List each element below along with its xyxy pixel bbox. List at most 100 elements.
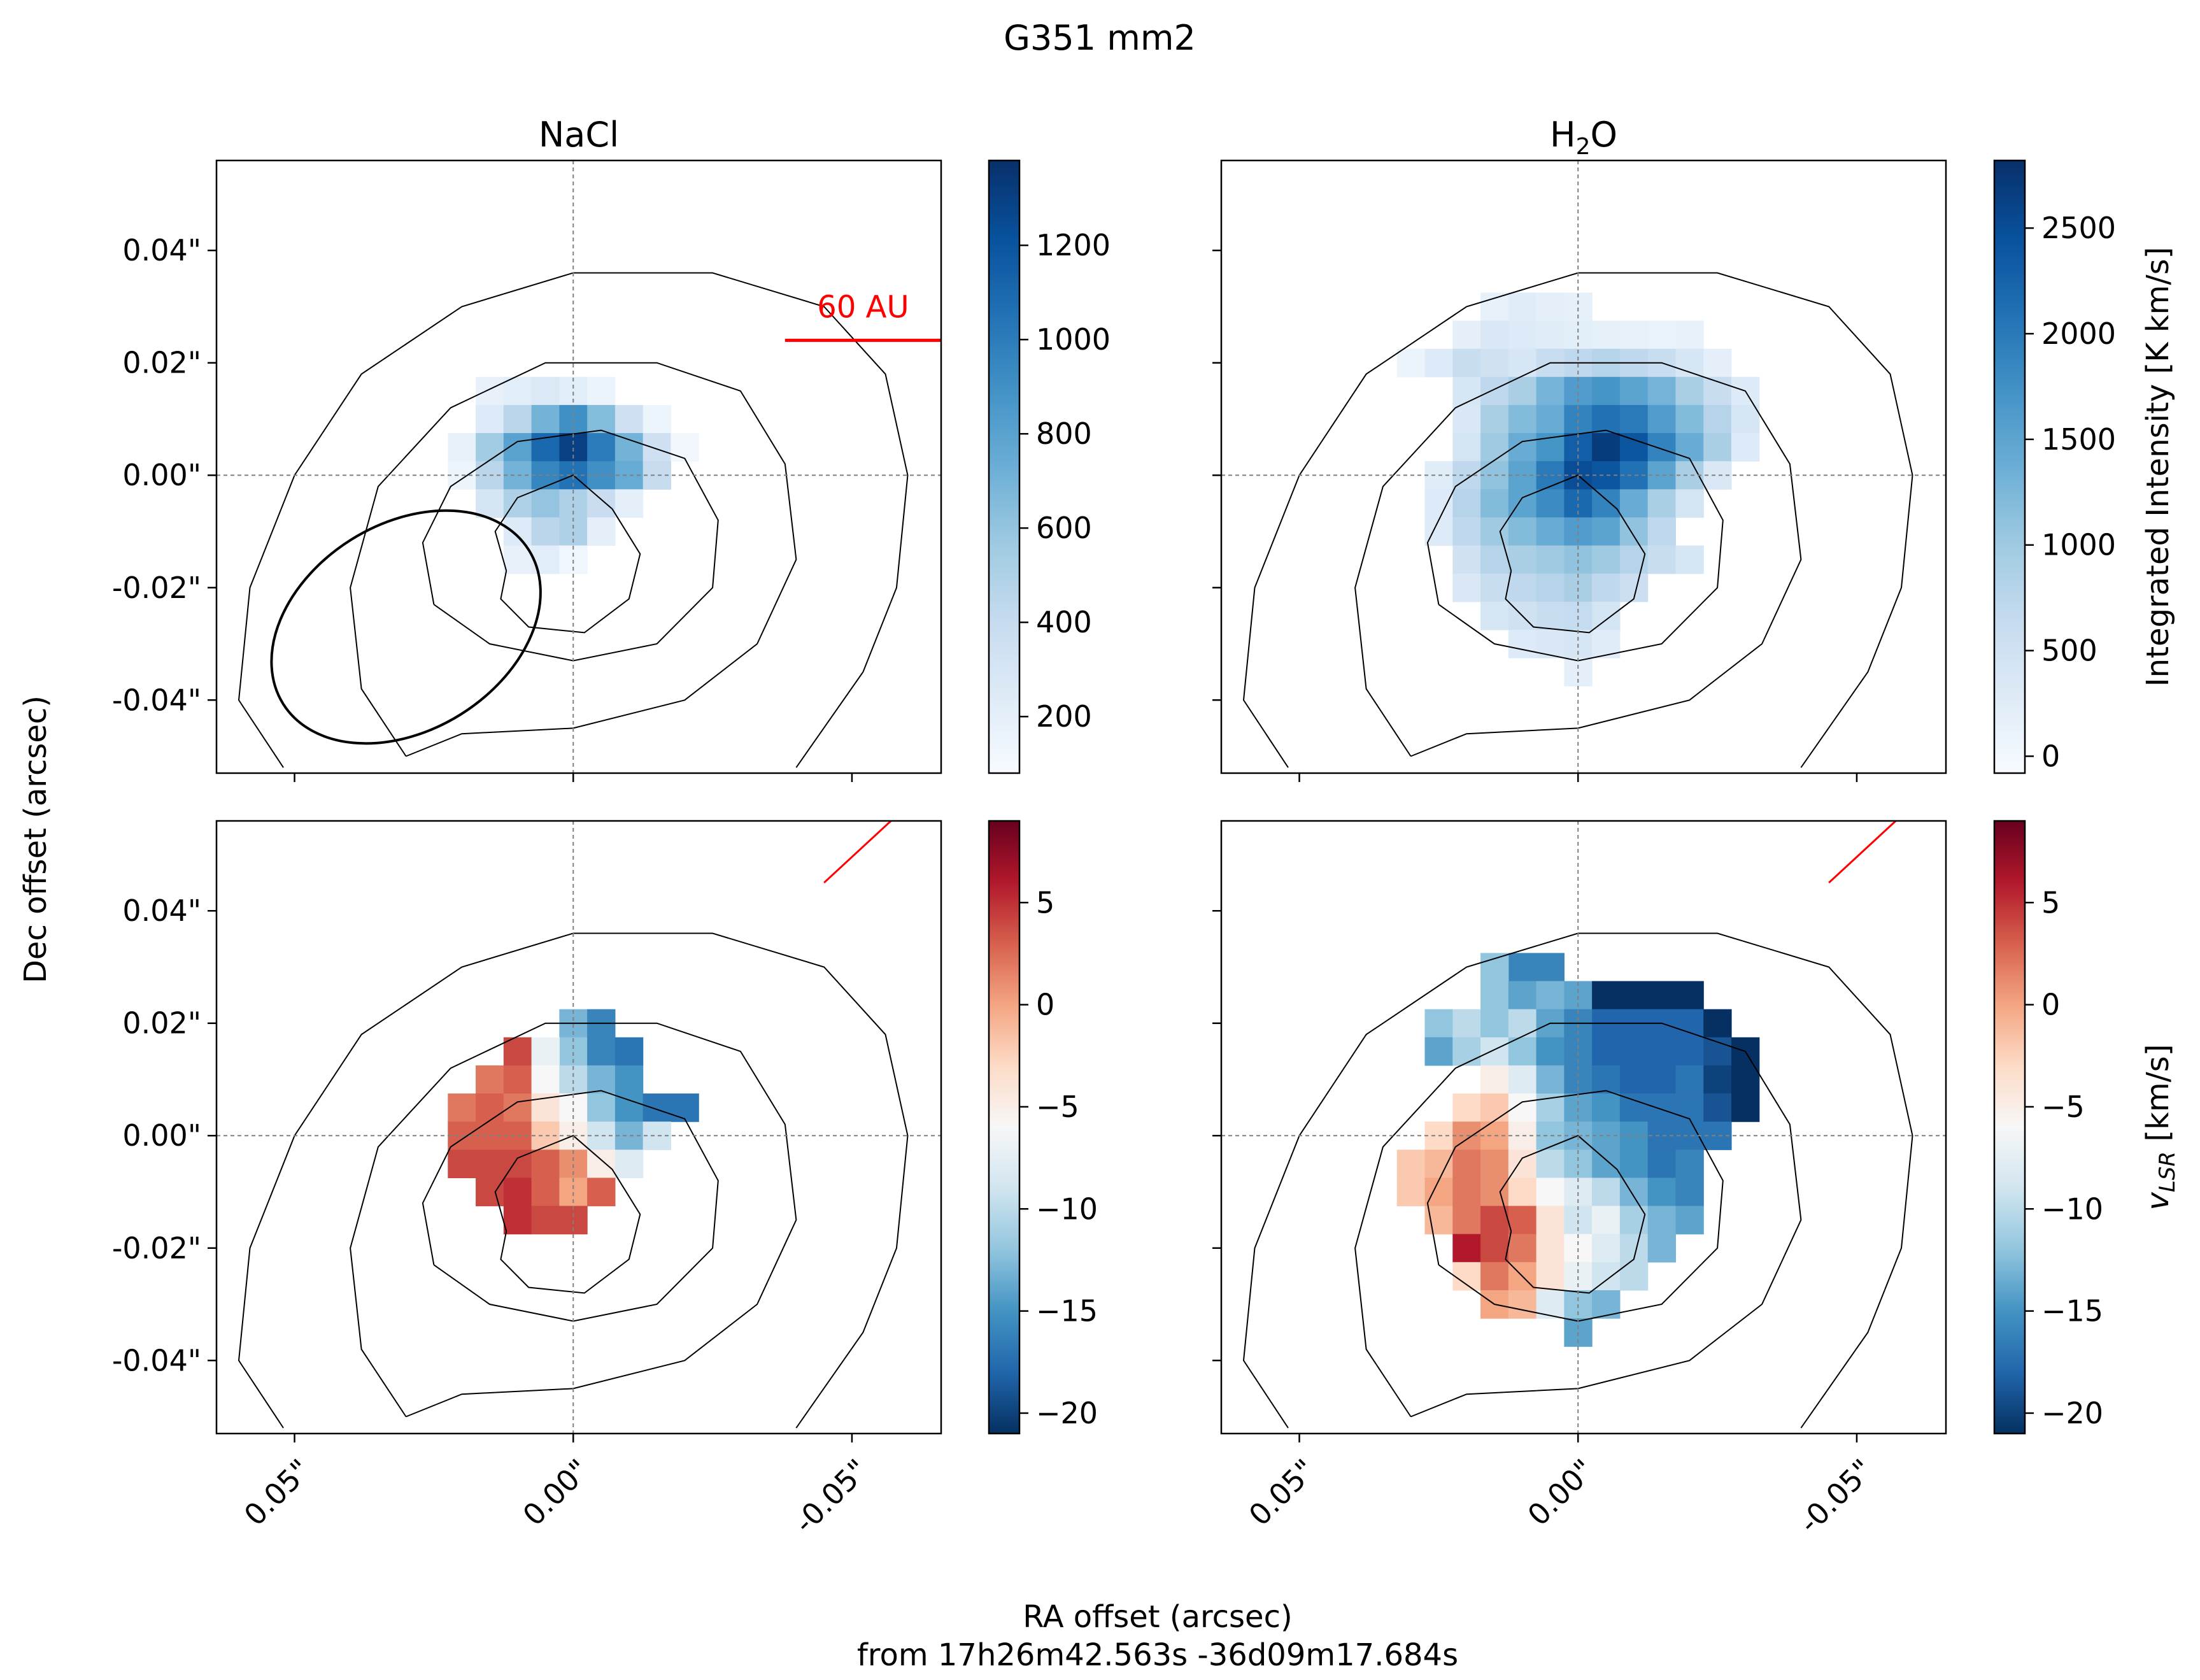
heatmap-cell	[531, 1178, 560, 1207]
heatmap-cell	[1480, 517, 1509, 546]
heatmap-cell	[587, 517, 616, 546]
colorbar-tick-label: 2000	[2041, 317, 2116, 351]
heatmap-cell	[1508, 981, 1537, 1010]
heatmap-cell	[1508, 376, 1537, 406]
heatmap-cell	[1480, 1206, 1509, 1235]
y-tick-label: 0.04"	[122, 233, 201, 267]
heatmap-cell	[1452, 1234, 1481, 1263]
heatmap-cell	[1480, 953, 1509, 982]
heatmap-cell	[1647, 1234, 1677, 1263]
heatmap-cell	[1508, 1206, 1537, 1235]
heatmap-cell	[1424, 1150, 1453, 1179]
heatmap-cell	[1536, 1065, 1565, 1094]
heatmap-cell	[642, 433, 672, 462]
heatmap-cell	[531, 1037, 560, 1066]
continuum-contour	[422, 429, 719, 662]
heatmap-cell	[1592, 433, 1621, 462]
heatmap-cell	[1508, 1009, 1537, 1038]
heatmap-cell	[1536, 545, 1565, 574]
heatmap-cell	[1619, 404, 1649, 434]
heatmap-cell	[1619, 1150, 1649, 1179]
heatmap-cell	[503, 376, 532, 406]
heatmap-cell	[1452, 404, 1481, 434]
heatmap-cell	[531, 376, 560, 406]
colorbar-tick-label: 400	[1036, 605, 1092, 639]
colorbar-tick-label: 2500	[2041, 211, 2116, 245]
heatmap-cell	[1424, 489, 1453, 518]
heatmap-cell	[1508, 320, 1537, 350]
heatmap-cell	[476, 1178, 504, 1207]
heatmap-cell	[1480, 1150, 1509, 1179]
colorbar	[1993, 159, 2026, 774]
x-tick-label: 0.00"	[1521, 1453, 1601, 1533]
colorbar-tick-label: 200	[1036, 699, 1092, 734]
plot-area	[1221, 821, 1946, 1434]
heatmap-cell	[1619, 517, 1649, 546]
heatmap-cell	[1592, 545, 1621, 574]
continuum-contour	[422, 1090, 719, 1322]
panel-title: H2O	[1550, 115, 1617, 160]
heatmap-cell	[1508, 1037, 1537, 1066]
heatmap-cell	[448, 1150, 476, 1179]
heatmap-cell	[1675, 376, 1704, 406]
heatmap-cell	[614, 1093, 644, 1122]
heatmap-cell	[642, 404, 672, 434]
heatmap-cell	[1731, 433, 1760, 462]
continuum-contour	[494, 1135, 641, 1294]
axes-frame	[215, 159, 942, 774]
heatmap-cell	[1396, 348, 1426, 378]
heatmap-cell	[1647, 517, 1677, 546]
heatmap-cell	[1480, 1234, 1509, 1263]
heatmap-cell	[1452, 573, 1481, 602]
heatmap-cell	[1675, 981, 1704, 1010]
beam-ellipse	[270, 509, 542, 745]
heatmap-cell	[1508, 1290, 1537, 1319]
colorbar-tick-label: 1000	[2041, 528, 2116, 562]
plot-area	[1221, 160, 1946, 773]
colorbar	[988, 820, 1021, 1435]
heatmap-cell	[1480, 1093, 1509, 1122]
heatmap-cell	[671, 1093, 699, 1122]
heatmap-cell	[503, 404, 532, 434]
heatmap-cell	[1452, 1009, 1481, 1038]
heatmap-cell	[1703, 348, 1732, 378]
heatmap-cell	[1452, 1206, 1481, 1235]
heatmap-cell	[1731, 1065, 1760, 1094]
colorbar-tick-label: −20	[2041, 1396, 2103, 1430]
heatmap-cell	[1452, 545, 1481, 574]
heatmap-cell	[1592, 1150, 1621, 1179]
heatmap-cell	[1480, 1037, 1509, 1066]
colorbar-tick-label: −10	[1036, 1192, 1098, 1226]
heatmap-cell	[531, 404, 560, 434]
y-tick-label: 0.00"	[122, 458, 201, 492]
heatmap-cell	[1536, 1206, 1565, 1235]
heatmap-cell	[1480, 1009, 1509, 1038]
colorbar-tick-label: 800	[1036, 416, 1092, 451]
heatmap-cell	[1647, 433, 1677, 462]
heatmap-cell	[1703, 433, 1732, 462]
heatmap-cell	[587, 376, 616, 406]
heatmap-cell	[1480, 320, 1509, 350]
continuum-contour	[238, 272, 909, 768]
colorbar-tick-label: 0	[2041, 739, 2060, 773]
x-axis-origin-label: from 17h26m42.563s -36d09m17.684s	[857, 1637, 1458, 1673]
heatmap-cell	[1647, 1178, 1677, 1207]
heatmap-cell	[1675, 320, 1704, 350]
y-tick-label: -0.02"	[112, 1231, 201, 1265]
heatmap-cell	[1703, 404, 1732, 434]
y-tick-label: 0.02"	[122, 346, 201, 380]
heatmap-cell	[1536, 489, 1565, 518]
colorbar-tick-label: −20	[1036, 1396, 1098, 1430]
heatmap-cell	[503, 1178, 532, 1207]
heatmap-cell	[1396, 1178, 1426, 1207]
colorbar-label: vLSR [km/s]	[2140, 1044, 2180, 1210]
heatmap-cell	[1675, 1093, 1704, 1122]
colorbar-tick-label: −5	[1036, 1090, 1079, 1124]
colorbar-tick-label: −15	[1036, 1294, 1098, 1328]
colorbar	[988, 159, 1021, 774]
colorbar-tick-label: 0	[1036, 988, 1054, 1022]
heatmap-cell	[1675, 489, 1704, 518]
heatmap-cell	[1703, 1093, 1732, 1122]
x-tick-label: 0.05"	[238, 1453, 318, 1533]
heatmap-cell	[1424, 348, 1453, 378]
